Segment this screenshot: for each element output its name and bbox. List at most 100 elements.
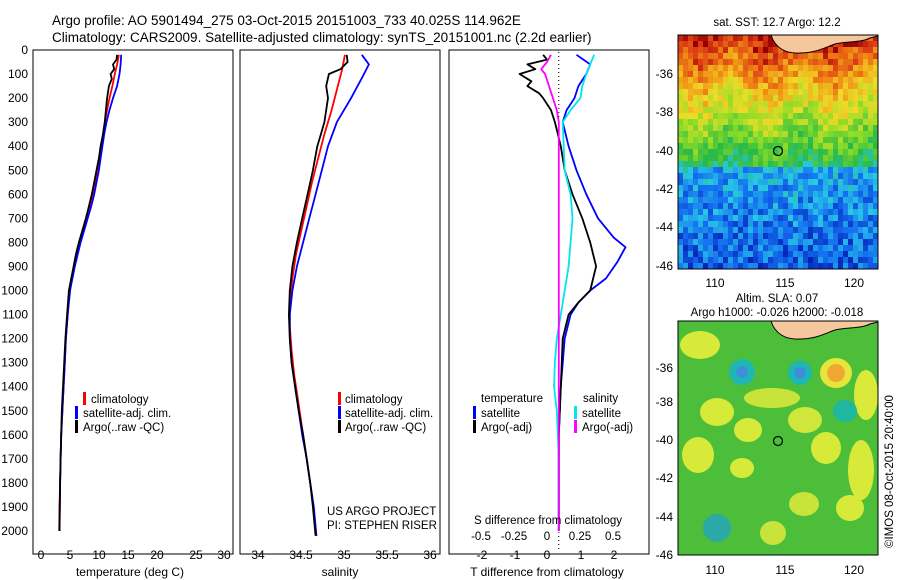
sst-cell: [803, 209, 809, 216]
sst-cell: [788, 245, 794, 252]
sst-cell: [853, 161, 859, 168]
sst-cell: [748, 185, 754, 192]
sst-cell: [848, 125, 854, 132]
sst-cell: [848, 143, 854, 150]
sst-cell: [843, 239, 849, 246]
sst-cell: [718, 173, 724, 180]
sst-cell: [768, 251, 774, 258]
sst-cell: [798, 203, 804, 210]
sst-cell: [718, 245, 724, 252]
sst-cell: [783, 191, 789, 198]
depth-tick-label: 400: [8, 139, 28, 153]
sst-cell: [763, 239, 769, 246]
sst-cell: [803, 83, 809, 90]
sst-cell: [838, 41, 844, 48]
depth-tick-label: 1100: [2, 308, 28, 322]
sst-cell: [723, 263, 729, 270]
difference-axes-box: [448, 49, 650, 555]
sst-cell: [813, 155, 819, 162]
sst-cell: [728, 143, 734, 150]
sst-cell: [778, 77, 784, 84]
sst-cell: [778, 197, 784, 204]
sst-cell: [813, 227, 819, 234]
sst-cell: [838, 239, 844, 246]
sst-cell: [763, 47, 769, 54]
sst-cell: [733, 83, 739, 90]
sst-cell: [863, 203, 869, 210]
depth-tick-label: 1200: [1, 332, 28, 346]
sst-cell: [823, 137, 829, 144]
sst-cell: [733, 35, 739, 42]
sst-cell: [868, 161, 874, 168]
sst-cell: [728, 35, 734, 42]
sst-cell: [688, 263, 694, 270]
sst-cell: [833, 107, 839, 114]
sst-cell: [743, 173, 749, 180]
sst-cell: [818, 227, 824, 234]
legend-swatch-sal-argo: [574, 420, 577, 433]
sst-cell: [733, 203, 739, 210]
sst-cell: [773, 257, 779, 264]
sst-cell: [803, 77, 809, 84]
sst-cell: [768, 215, 774, 222]
sst-cell: [738, 35, 744, 42]
sst-cell: [768, 101, 774, 108]
sst-cell: [703, 107, 709, 114]
sst-cell: [723, 35, 729, 42]
sst-cell: [823, 167, 829, 174]
sst-cell: [738, 257, 744, 264]
sst-cell: [768, 137, 774, 144]
sst-cell: [683, 263, 689, 270]
sst-cell: [733, 263, 739, 270]
sst-cell: [748, 77, 754, 84]
sst-cell: [783, 185, 789, 192]
sst-cell: [803, 89, 809, 96]
sst-cell: [798, 89, 804, 96]
sst-cell: [693, 95, 699, 102]
sst-cell: [868, 185, 874, 192]
sst-cell: [733, 215, 739, 222]
sst-cell: [768, 233, 774, 240]
sst-cell: [823, 185, 829, 192]
sst-cell: [678, 53, 684, 60]
sst-cell: [773, 77, 779, 84]
sst-cell: [723, 119, 729, 126]
sst-cell: [693, 47, 699, 54]
sst-cell: [738, 95, 744, 102]
sst-cell: [763, 173, 769, 180]
sst-cell: [828, 233, 834, 240]
sst-cell: [698, 155, 704, 162]
sst-cell: [838, 167, 844, 174]
sst-cell: [743, 77, 749, 84]
sst-cell: [778, 119, 784, 126]
sst-cell: [723, 65, 729, 72]
sst-cell: [868, 209, 874, 216]
sst-cell: [838, 119, 844, 126]
sst-cell: [683, 161, 689, 168]
sst-cell: [678, 167, 684, 174]
x-tick-label: 35: [337, 548, 351, 562]
sst-cell: [678, 65, 684, 72]
sst-cell: [758, 191, 764, 198]
sst-cell: [748, 245, 754, 252]
sst-cell: [728, 167, 734, 174]
sst-cell: [763, 83, 769, 90]
sst-cell: [753, 251, 759, 258]
sst-cell: [738, 245, 744, 252]
sst-cell: [763, 167, 769, 174]
sst-cell: [868, 47, 874, 54]
sst-cell: [743, 107, 749, 114]
sst-cell: [873, 209, 879, 216]
difference-legend: temperature satellite Argo(-adj) salinit…: [473, 393, 633, 434]
sst-cell: [738, 209, 744, 216]
sst-cell: [848, 131, 854, 138]
sst-cell: [858, 221, 864, 228]
sst-cell: [853, 191, 859, 198]
sst-cell: [718, 167, 724, 174]
sst-cell: [798, 257, 804, 264]
sst-cell: [818, 125, 824, 132]
x-tick-label: 1: [578, 548, 585, 562]
sst-cell: [743, 53, 749, 60]
sst-cell: [708, 167, 714, 174]
depth-tick-label: 1600: [1, 428, 28, 442]
